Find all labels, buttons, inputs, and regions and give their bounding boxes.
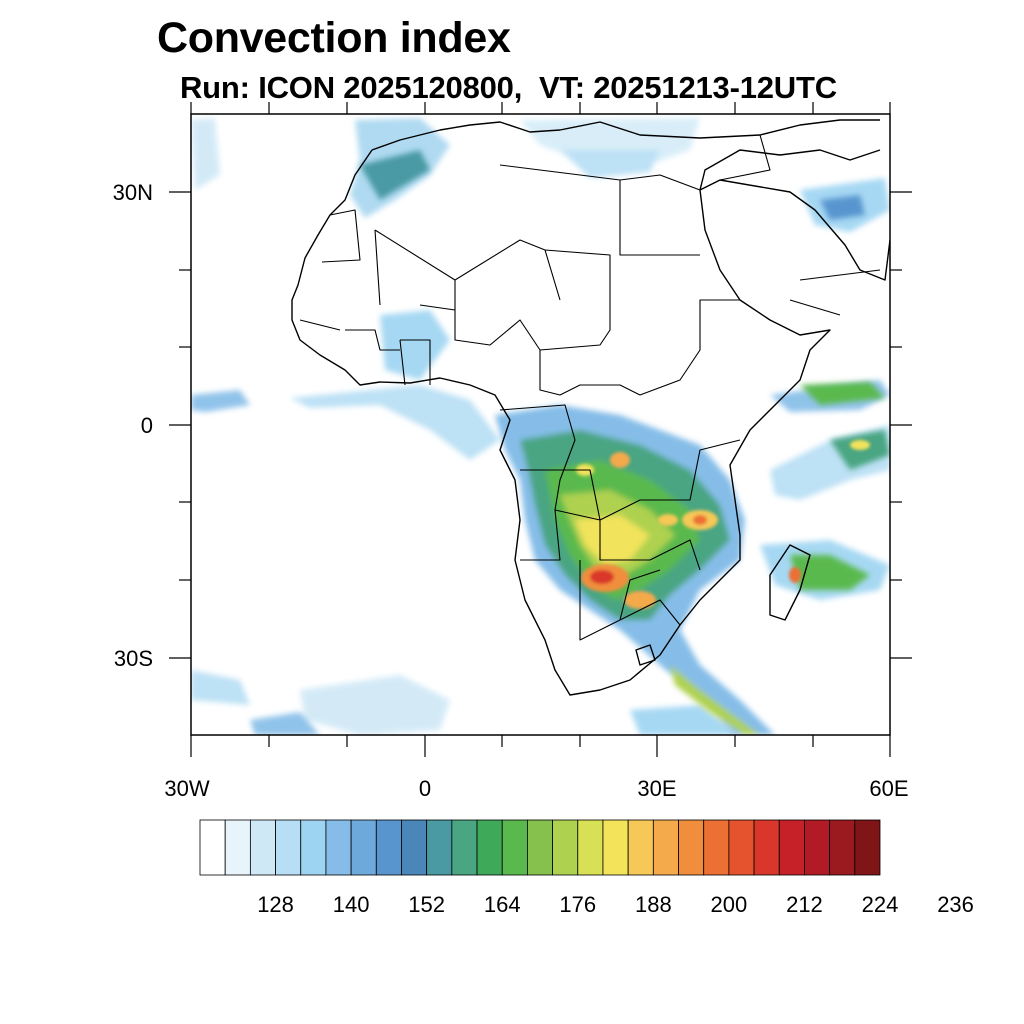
colorbar-labels: 128 140 152 164 176 188 200 212 224 236 [257,892,974,917]
colorbar-swatch [854,819,881,876]
colorbar-swatch [652,819,679,876]
colorbar-swatch [678,819,705,876]
country-borders [299,134,881,641]
colorbar-swatch [804,819,831,876]
colorbar-swatch [350,819,377,876]
colorbar [199,819,881,876]
colorbar-swatch [501,819,528,876]
colorbar-swatch [829,819,856,876]
x-tick-label: 60E [869,776,908,801]
colorbar-label: 176 [559,892,596,917]
colorbar-swatch [426,819,453,876]
colorbar-swatch [224,819,251,876]
colorbar-swatch [527,819,553,876]
colorbar-swatch [552,819,579,876]
colorbar-swatch [275,819,302,876]
colorbar-label: 200 [711,892,748,917]
x-tick-label: 30W [164,776,209,801]
y-tick-label: 30S [114,646,153,671]
colorbar-swatch [249,819,276,876]
colorbar-swatch [300,819,327,876]
map-title: Convection index [157,14,511,62]
colorbar-swatch [451,819,478,876]
colorbar-label: 224 [862,892,899,917]
colorbar-swatch [577,819,604,876]
colorbar-swatch [199,819,226,876]
colorbar-label: 140 [333,892,370,917]
colorbar-swatch [325,819,352,876]
colorbar-swatch [728,819,755,876]
colorbar-label: 152 [408,892,445,917]
convection-field [191,118,890,735]
x-tick-label: 30E [637,776,676,801]
colorbar-swatch [703,819,730,876]
colorbar-label: 188 [635,892,672,917]
colorbar-swatch [401,819,428,876]
colorbar-label: 212 [786,892,823,917]
colorbar-swatch [627,819,654,876]
colorbar-swatch [602,819,629,876]
colorbar-swatch [375,819,402,876]
y-tick-label: 30N [113,180,153,205]
coastlines [291,119,890,696]
map-subtitle: Run: ICON 2025120800, VT: 20251213-12UTC [180,70,837,105]
colorbar-label: 128 [257,892,294,917]
colorbar-label: 164 [484,892,521,917]
colorbar-label: 236 [937,892,974,917]
axis-ticks [169,102,912,757]
colorbar-swatch [476,819,503,876]
x-tick-label: 0 [419,776,431,801]
colorbar-swatch [753,819,780,876]
colorbar-swatch [778,819,805,876]
y-tick-label: 0 [141,413,153,438]
